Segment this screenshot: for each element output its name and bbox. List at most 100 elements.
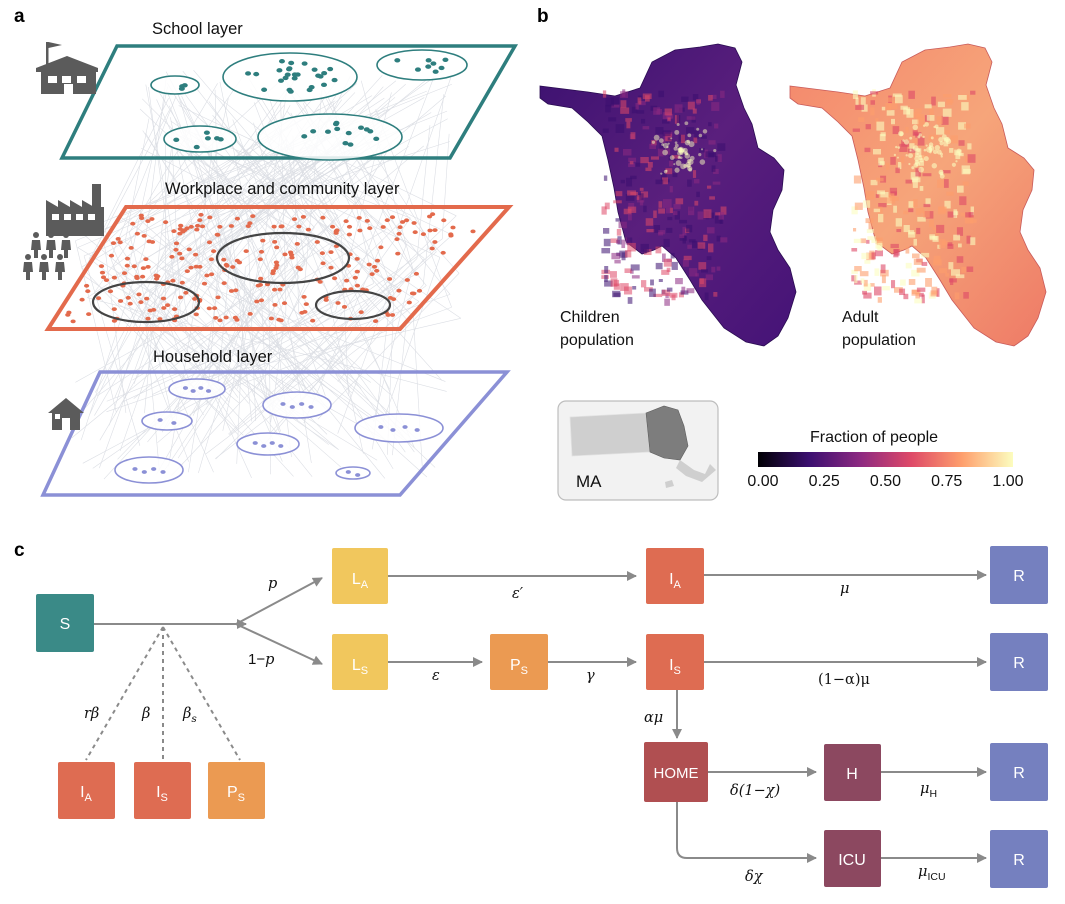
household-node — [132, 467, 138, 471]
workplace-node — [98, 264, 105, 268]
workplace-node — [282, 252, 288, 257]
school-node — [287, 89, 294, 94]
src-IA-sub: A — [85, 792, 93, 804]
workplace-node — [395, 251, 401, 256]
workplace-node — [352, 275, 358, 280]
workplace-nodes — [65, 212, 476, 324]
workplace-node — [369, 272, 375, 276]
workplace-node — [430, 212, 436, 217]
school-clusters — [150, 49, 468, 161]
flow-arrows — [94, 570, 987, 863]
workplace-node — [121, 271, 128, 276]
workplace-node — [314, 240, 320, 244]
infection-source-links — [85, 626, 241, 761]
workplace-node — [173, 247, 179, 252]
workplace-node — [130, 221, 136, 226]
compartment-LA: LA — [332, 548, 388, 604]
workplace-node — [380, 225, 386, 229]
workplace-node — [198, 212, 204, 217]
workplace-node — [186, 247, 192, 252]
workplace-node — [124, 256, 131, 261]
workplace-node — [161, 306, 167, 310]
workplace-node — [170, 278, 176, 283]
workplace-node — [247, 312, 253, 316]
workplace-node — [131, 264, 137, 269]
household-cluster — [335, 466, 371, 480]
label-IS-sub: S — [674, 665, 681, 677]
workplace-node — [396, 231, 402, 236]
workplace-node — [154, 276, 160, 281]
label-R-1: R — [1013, 568, 1025, 585]
workplace-node — [177, 227, 183, 231]
household-node — [157, 418, 163, 422]
workplace-node — [201, 281, 208, 286]
rate-beta-s-sub: s — [191, 713, 197, 725]
workplace-node — [323, 298, 329, 302]
workplace-node — [378, 245, 384, 250]
household-cluster — [141, 411, 193, 431]
workplace-node — [394, 237, 400, 242]
workplace-node — [211, 249, 217, 254]
svg-text:LA: LA — [352, 571, 369, 591]
workplace-node — [103, 278, 110, 282]
colorbar-tick-label: 0.75 — [931, 473, 962, 490]
workplace-layer-title: Workplace and community layer — [165, 180, 400, 198]
rate-gamma: γ — [586, 668, 595, 684]
workplace-node — [420, 232, 426, 237]
school-node — [178, 86, 185, 91]
workplace-node — [127, 301, 133, 306]
workplace-node — [404, 218, 410, 223]
school-node — [310, 129, 317, 134]
compartment-R-2: R — [990, 633, 1048, 691]
school-node — [173, 137, 180, 143]
school-cluster — [257, 113, 403, 161]
workplace-node — [273, 266, 279, 270]
colorbar: Fraction of people 0.00 0.25 0.50 0.75 1.00 — [747, 429, 1023, 490]
workplace-node — [332, 276, 338, 281]
src-PS-sub: S — [238, 792, 245, 804]
workplace-node — [397, 225, 403, 230]
workplace-node — [163, 220, 169, 225]
workplace-node — [274, 245, 280, 250]
rate-one-minus-alpha-mu: (1−α)μ — [818, 672, 870, 688]
school-node — [394, 58, 401, 63]
workplace-node — [134, 231, 140, 236]
compartment-H: H — [824, 744, 881, 801]
workplace-node — [302, 310, 308, 314]
workplace-node — [294, 242, 300, 246]
label-PS-sub: S — [521, 665, 528, 677]
workplace-node — [373, 319, 379, 323]
workplace-node — [193, 312, 199, 317]
household-node — [205, 389, 212, 393]
household-node — [402, 425, 408, 429]
workplace-node — [411, 221, 417, 225]
workplace-node — [272, 303, 278, 307]
svg-text:IA: IA — [80, 784, 92, 804]
workplace-node — [272, 240, 278, 244]
workplace-node — [217, 224, 223, 229]
workplace-node — [291, 217, 298, 222]
workplace-node — [151, 308, 157, 312]
label-HOME: HOME — [654, 765, 699, 782]
household-node — [198, 386, 204, 390]
label-LS: L — [352, 657, 361, 674]
rate-mu-ICU: μ — [918, 864, 927, 880]
school-node — [286, 66, 293, 72]
workplace-node — [432, 240, 438, 244]
rate-r-beta: rβ — [84, 706, 99, 722]
school-node — [278, 59, 285, 64]
household-node — [171, 421, 177, 425]
workplace-node — [192, 297, 198, 301]
school-node — [324, 129, 331, 134]
household-node — [269, 441, 275, 445]
workplace-node — [108, 253, 115, 258]
workplace-node — [448, 232, 454, 237]
household-node — [261, 444, 267, 448]
rate-mu-ICU-sub: ICU — [927, 871, 945, 883]
workplace-node — [281, 301, 288, 306]
colorbar-tick-label: 1.00 — [992, 473, 1023, 490]
workplace-node — [412, 230, 418, 235]
svg-text:IS: IS — [669, 657, 681, 677]
box-S — [36, 594, 94, 652]
household-node — [390, 428, 396, 432]
